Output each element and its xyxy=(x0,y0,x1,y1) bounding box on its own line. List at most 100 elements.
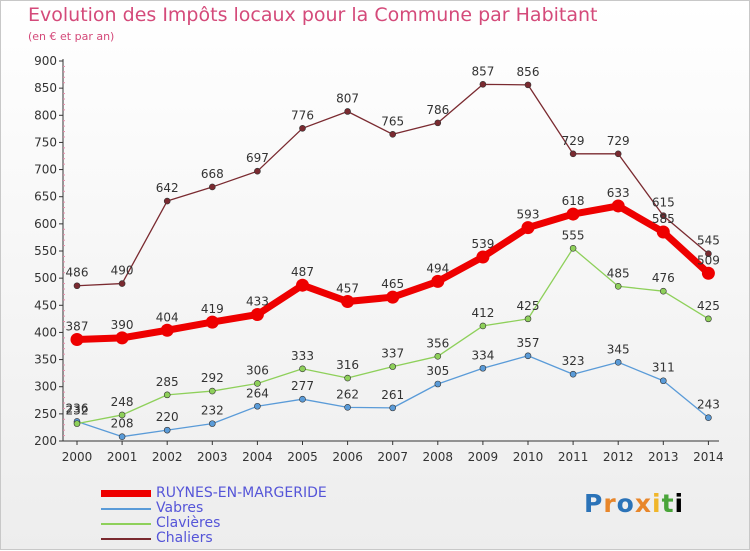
data-point xyxy=(614,282,622,290)
data-point xyxy=(705,315,712,323)
data-point xyxy=(73,420,81,427)
data-point xyxy=(659,377,667,385)
x-tick-label: 2001 xyxy=(107,450,138,464)
logo-letter: t xyxy=(661,489,675,518)
data-label: 509 xyxy=(697,253,720,267)
data-point xyxy=(163,197,171,205)
data-label: 262 xyxy=(336,387,359,401)
data-point xyxy=(524,352,532,360)
data-label: 633 xyxy=(607,186,630,200)
data-point xyxy=(524,81,532,89)
y-tick-label: 900 xyxy=(34,54,57,68)
data-label: 425 xyxy=(697,299,720,313)
data-label: 618 xyxy=(562,194,585,208)
data-point xyxy=(118,433,126,440)
data-point xyxy=(296,278,309,292)
x-tick-label: 2013 xyxy=(648,450,679,464)
data-label: 419 xyxy=(201,302,224,316)
x-tick-label: 2005 xyxy=(287,450,318,464)
data-label: 485 xyxy=(607,266,630,280)
data-label: 345 xyxy=(607,342,630,356)
data-point xyxy=(344,108,351,115)
legend-item: Chaliers xyxy=(101,531,361,546)
data-label: 642 xyxy=(156,181,179,195)
logo-letter: x xyxy=(634,489,652,518)
x-tick-label: 2011 xyxy=(558,450,589,464)
data-label: 337 xyxy=(381,347,404,361)
data-label: 729 xyxy=(607,134,630,148)
data-label: 333 xyxy=(291,349,314,363)
legend-item: Clavières xyxy=(101,516,361,531)
data-label: 404 xyxy=(156,310,179,324)
data-label: 306 xyxy=(246,363,269,377)
data-point xyxy=(299,395,306,403)
y-tick-label: 250 xyxy=(34,407,57,421)
data-point xyxy=(299,125,306,132)
data-label: 486 xyxy=(66,266,89,280)
x-tick-label: 2012 xyxy=(603,450,634,464)
data-label: 357 xyxy=(517,336,540,350)
data-label: 248 xyxy=(111,395,134,409)
data-point xyxy=(569,244,577,252)
chart-title: Evolution des Impôts locaux pour la Comm… xyxy=(28,4,598,26)
data-point xyxy=(389,363,397,370)
proxiti-logo: Proxiti xyxy=(584,489,684,518)
x-tick-label: 2003 xyxy=(197,450,228,464)
legend-swatch xyxy=(101,490,151,497)
data-point xyxy=(656,225,670,239)
data-label: 465 xyxy=(381,277,404,291)
data-label: 232 xyxy=(66,404,89,418)
data-label: 487 xyxy=(291,265,314,279)
y-tick-label: 200 xyxy=(34,434,57,448)
data-point xyxy=(659,287,667,295)
y-tick-label: 550 xyxy=(34,244,57,258)
legend-label: Clavières xyxy=(156,515,221,531)
data-point xyxy=(705,250,712,258)
data-label: 494 xyxy=(426,261,449,275)
data-label: 457 xyxy=(336,281,359,295)
data-label: 390 xyxy=(111,318,134,332)
y-tick-label: 750 xyxy=(34,135,57,149)
legend-swatch xyxy=(101,523,151,525)
data-label: 490 xyxy=(111,264,134,278)
data-point xyxy=(705,414,712,421)
data-label: 786 xyxy=(426,103,449,117)
data-point xyxy=(434,353,442,360)
y-tick-label: 850 xyxy=(34,81,57,95)
data-point xyxy=(160,323,174,337)
data-point xyxy=(118,280,126,287)
legend-label: Vabres xyxy=(156,500,204,516)
data-label: 208 xyxy=(111,417,134,431)
logo-letter: r xyxy=(603,489,617,518)
data-point xyxy=(209,183,216,191)
data-label: 264 xyxy=(246,386,269,400)
logo-letter: P xyxy=(584,489,604,518)
data-point xyxy=(205,315,219,329)
data-label: 305 xyxy=(426,364,449,378)
data-point xyxy=(254,380,261,387)
data-point xyxy=(344,374,351,382)
y-tick-label: 700 xyxy=(34,163,57,177)
data-label: 615 xyxy=(652,196,675,210)
data-label: 545 xyxy=(697,234,720,248)
data-label: 387 xyxy=(66,319,89,333)
data-point xyxy=(209,387,216,395)
y-tick-label: 400 xyxy=(34,325,57,339)
data-label: 323 xyxy=(562,354,585,368)
data-point xyxy=(73,282,81,290)
data-point xyxy=(569,150,577,158)
data-label: 433 xyxy=(246,295,269,309)
data-point xyxy=(479,364,487,372)
logo-letter: i xyxy=(652,489,662,518)
legend-label: RUYNES-EN-MARGERIDE xyxy=(156,485,327,501)
x-tick-label: 2008 xyxy=(423,450,454,464)
data-point xyxy=(479,81,487,88)
logo-letter: i xyxy=(674,489,685,518)
data-label: 807 xyxy=(336,91,359,105)
data-point xyxy=(299,365,306,373)
data-label: 585 xyxy=(652,212,675,226)
x-tick-label: 2007 xyxy=(377,450,408,464)
data-label: 236 xyxy=(66,401,89,415)
